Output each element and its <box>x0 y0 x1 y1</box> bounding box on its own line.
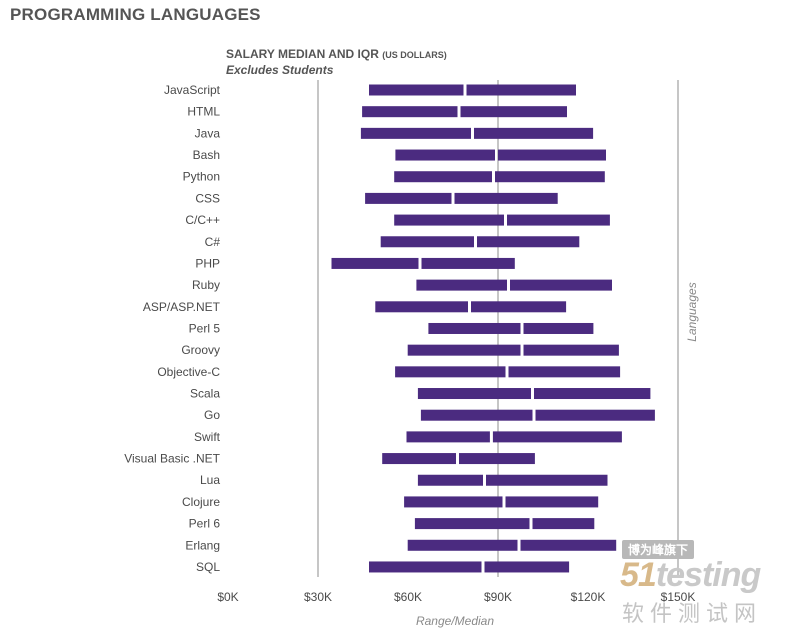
category-label: Java <box>195 126 221 140</box>
bar-upper-iqr <box>508 366 621 378</box>
bar-upper-iqr <box>471 301 567 313</box>
category-label: Visual Basic .NET <box>124 452 220 466</box>
category-label: CSS <box>195 191 220 205</box>
bar-lower-iqr <box>382 453 456 465</box>
x-tick-label: $0K <box>217 590 238 604</box>
category-label: C# <box>205 235 221 249</box>
category-label: Scala <box>190 387 220 401</box>
bar-upper-iqr <box>466 84 576 96</box>
category-label: Objective-C <box>157 365 220 379</box>
x-axis-ticks: $0K $30K $60K $90K $120K $150K <box>217 590 695 604</box>
bar-lower-iqr <box>416 279 507 291</box>
bar-lower-iqr <box>420 409 533 421</box>
bar-lower-iqr <box>406 431 490 443</box>
category-label: Perl 5 <box>189 321 221 335</box>
category-label: Erlang <box>185 538 220 552</box>
category-label: Lua <box>200 473 220 487</box>
bar-lower-iqr <box>375 301 468 313</box>
category-label: Python <box>183 170 220 184</box>
bar-upper-iqr <box>510 279 612 291</box>
chart-title-text: SALARY MEDIAN AND IQR <box>226 47 379 61</box>
bar-upper-iqr <box>495 171 605 183</box>
bar-lower-iqr <box>428 322 521 334</box>
bar-upper-iqr <box>459 453 535 465</box>
bar-lower-iqr <box>331 257 419 269</box>
bar-lower-iqr <box>417 388 531 400</box>
chart-subtitle: Excludes Students <box>226 63 334 77</box>
bar-lower-iqr <box>369 84 464 96</box>
bar-lower-iqr <box>417 474 483 486</box>
bar-lower-iqr <box>407 344 521 356</box>
bar-lower-iqr <box>395 149 495 161</box>
bar-upper-iqr <box>535 409 655 421</box>
section-title: PROGRAMMING LANGUAGES <box>10 5 261 24</box>
bar-upper-iqr <box>532 518 595 530</box>
category-label: ASP/ASP.NET <box>143 300 221 314</box>
x-tick-label: $90K <box>484 590 512 604</box>
category-label: Ruby <box>192 278 220 292</box>
category-label: Go <box>204 408 220 422</box>
bar-lower-iqr <box>360 127 471 139</box>
x-tick-label: $30K <box>304 590 332 604</box>
watermark-tag: 博为峰旗下 <box>622 540 695 559</box>
bar-upper-iqr <box>523 344 619 356</box>
category-label: JavaScript <box>164 83 221 97</box>
bar-lower-iqr <box>380 236 474 248</box>
category-label: Swift <box>194 430 221 444</box>
chart-title: SALARY MEDIAN AND IQR (US DOLLARS) <box>226 47 447 61</box>
category-label: Bash <box>193 148 220 162</box>
bar-upper-iqr <box>507 214 610 226</box>
bar-upper-iqr <box>460 106 567 118</box>
bar-lower-iqr <box>394 214 504 226</box>
bar-lower-iqr <box>365 192 452 204</box>
x-tick-label: $150K <box>661 590 696 604</box>
watermark-logo: 51testing <box>620 556 761 595</box>
category-label: Groovy <box>181 343 220 357</box>
x-tick-label: $60K <box>394 590 422 604</box>
range-bars <box>331 84 655 573</box>
bar-lower-iqr <box>362 106 458 118</box>
bar-upper-iqr <box>498 149 606 161</box>
category-label: Perl 6 <box>189 517 221 531</box>
bar-lower-iqr <box>369 561 482 573</box>
category-label: Clojure <box>182 495 220 509</box>
y-axis-title: Languages <box>685 282 699 341</box>
bar-upper-iqr <box>484 561 570 573</box>
category-label: PHP <box>195 256 220 270</box>
bar-upper-iqr <box>474 127 594 139</box>
watermark-logo-text: testing <box>655 556 761 594</box>
watermark-cn-text: 软件测试网 <box>622 601 763 626</box>
bar-upper-iqr <box>486 474 608 486</box>
bar-upper-iqr <box>534 388 651 400</box>
bar-upper-iqr <box>492 431 622 443</box>
category-labels: JavaScript HTML Java Bash Python CSS C/C++ C# PH… <box>124 83 220 574</box>
watermark-logo-num: 51 <box>620 556 657 594</box>
bar-upper-iqr <box>477 236 580 248</box>
bar-lower-iqr <box>395 366 506 378</box>
category-label: HTML <box>187 105 220 119</box>
category-label: C/C++ <box>185 213 220 227</box>
bar-upper-iqr <box>523 322 594 334</box>
bar-lower-iqr <box>404 496 503 508</box>
bar-lower-iqr <box>394 171 492 183</box>
bar-upper-iqr <box>421 257 515 269</box>
bar-upper-iqr <box>454 192 558 204</box>
chart-title-unit: (US DOLLARS) <box>382 50 447 60</box>
watermark: 博为峰旗下 51testing 软件测试网 <box>612 540 802 628</box>
bar-lower-iqr <box>414 518 530 530</box>
category-label: SQL <box>196 560 220 574</box>
x-axis-title: Range/Median <box>416 614 494 628</box>
bar-upper-iqr <box>505 496 599 508</box>
bar-upper-iqr <box>520 539 617 551</box>
x-tick-label: $120K <box>571 590 606 604</box>
bar-lower-iqr <box>407 539 518 551</box>
